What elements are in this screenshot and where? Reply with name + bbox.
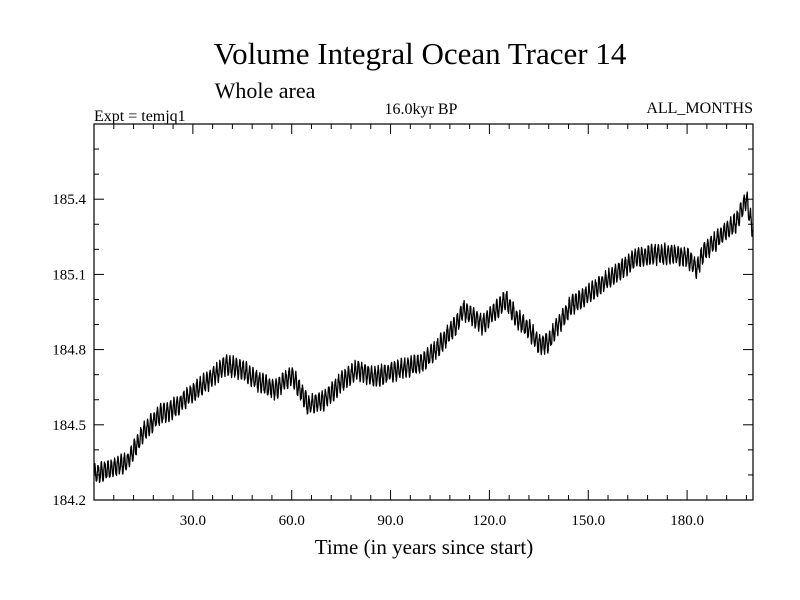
y-tick-label: 184.5 <box>52 418 86 434</box>
x-tick-label: 180.0 <box>670 513 704 529</box>
y-tick-label: 184.2 <box>52 493 86 509</box>
plot-frame <box>93 123 754 501</box>
series-line <box>93 191 754 484</box>
period-label: 16.0kyr BP <box>385 101 458 118</box>
x-tick-label: 90.0 <box>377 513 403 529</box>
y-tick-label: 185.4 <box>52 192 86 208</box>
chart-title: Volume Integral Ocean Tracer 14 <box>214 36 627 71</box>
y-axis: 184.2 184.5 184.8 185.1 185.4 <box>52 148 753 509</box>
x-tick-label: 120.0 <box>473 513 507 529</box>
x-axis: 30.0 60.0 90.0 120.0 150.0 180.0 <box>113 124 747 529</box>
chart-subtitle: Whole area <box>215 78 316 103</box>
months-label: ALL_MONTHS <box>646 100 753 117</box>
x-axis-label: Time (in years since start) <box>315 535 534 559</box>
y-tick-label: 184.8 <box>52 343 86 359</box>
x-tick-label: 30.0 <box>180 513 206 529</box>
experiment-label: Expt = temjq1 <box>94 108 186 125</box>
x-tick-label: 150.0 <box>571 513 605 529</box>
x-tick-label: 60.0 <box>279 513 305 529</box>
y-tick-label: 185.1 <box>52 267 86 283</box>
